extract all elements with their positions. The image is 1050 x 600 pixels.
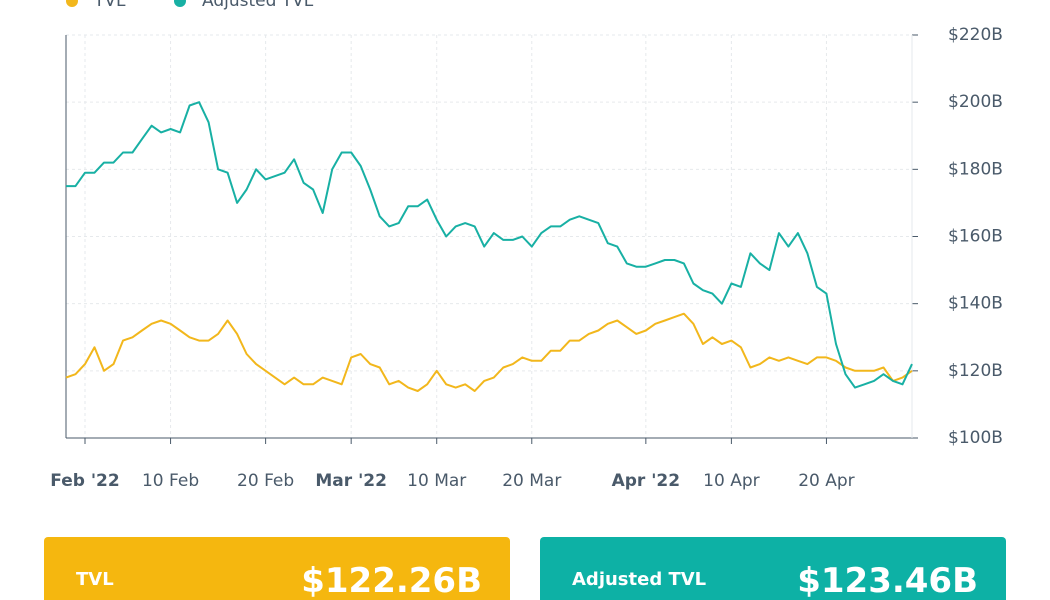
legend-marker [66, 0, 78, 7]
y-tick-label: $220B [948, 25, 1003, 45]
chart: $100B $120B $140B $160B $180B $200B $220B Feb '… [50, 0, 1003, 491]
x-tick-label: 10 Mar [407, 471, 466, 491]
x-tick-label: Mar '22 [315, 471, 387, 491]
y-tick-label: $160B [948, 227, 1003, 247]
y-tick-label: $200B [948, 92, 1003, 112]
adjusted-tvl-card: Adjusted TVL $123.46B [540, 537, 1006, 600]
legend-marker [174, 0, 186, 7]
x-tick-label: 10 Apr [703, 471, 759, 491]
x-tick-label: 10 Feb [142, 471, 199, 491]
y-tick-label: $180B [948, 159, 1003, 179]
tvl-card: TVL $122.26B [44, 537, 510, 600]
x-tick-label: 20 Mar [502, 471, 561, 491]
x-tick-label: Apr '22 [612, 471, 681, 491]
card-value: $122.26B [301, 561, 482, 600]
x-tick-label: 20 Feb [237, 471, 294, 491]
legend-label: Adjusted TVL [202, 0, 314, 11]
card-value: $123.46B [797, 561, 978, 600]
card-label: Adjusted TVL [572, 569, 707, 590]
series-line [65, 312, 913, 392]
x-tick-label: 20 Apr [798, 471, 854, 491]
x-tick-label: Feb '22 [50, 471, 119, 491]
legend-label: TVL [93, 0, 126, 11]
y-tick-label: $120B [948, 361, 1003, 381]
y-tick-label: $100B [948, 428, 1003, 448]
y-tick-label: $140B [948, 294, 1003, 314]
series-line [66, 101, 913, 389]
card-label: TVL [76, 569, 114, 590]
